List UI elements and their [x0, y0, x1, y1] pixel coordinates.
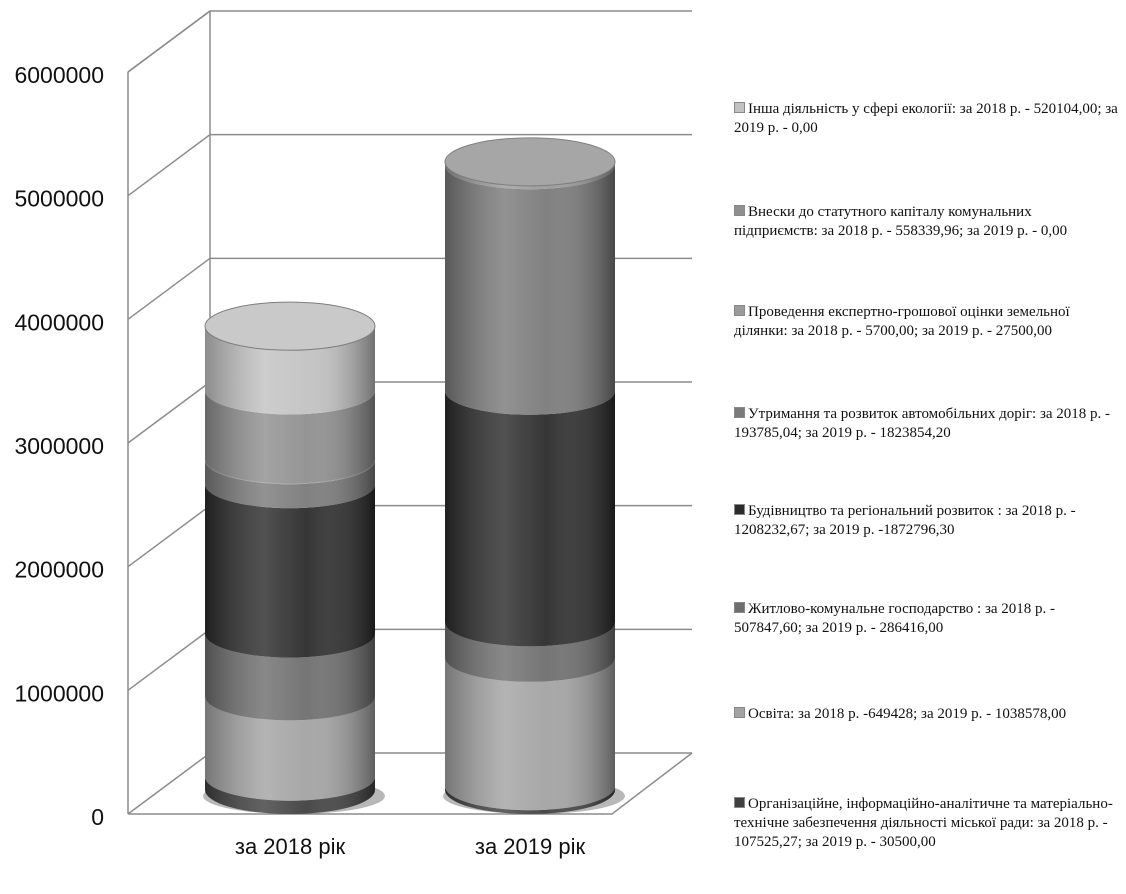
legend-item: Проведення експертно-грошової оцінки зем… — [734, 303, 1119, 341]
legend-marker — [734, 707, 745, 718]
y-tick-label: 6000000 — [14, 62, 104, 88]
legend-item: Житлово-комунальне господарство : за 201… — [734, 600, 1119, 638]
legend-marker — [734, 407, 745, 418]
bar-segment-shade — [445, 390, 615, 647]
bar-segment-shade — [205, 390, 375, 484]
legend-label: Житлово-комунальне господарство : за 201… — [734, 601, 1056, 636]
cylinder-top-highlight — [205, 302, 375, 351]
legend-item: Будівництво та регіональний розвиток : з… — [734, 502, 1119, 540]
bar-segment-shade — [445, 165, 615, 415]
legend-item: Організаційне, інформаційно-аналітичне т… — [734, 795, 1119, 852]
legend-item: Утримання та розвиток автомобільних дорі… — [734, 405, 1119, 443]
wall-edge — [127, 10, 211, 73]
legend-marker — [734, 797, 745, 808]
legend-item: Освіта: за 2018 р. -649428; за 2019 р. -… — [734, 705, 1119, 724]
y-axis-ticks: 0 1000000 2000000 3000000 4000000 5000000 6000… — [14, 62, 104, 830]
bar-segment-shade — [205, 460, 375, 509]
y-tick-label: 0 — [91, 804, 104, 830]
bar-segment-shade — [205, 696, 375, 801]
legend-label: Інша діяльність у сфері екології: за 201… — [734, 101, 1118, 136]
y-tick-label: 3000000 — [14, 433, 104, 459]
cylinder-1 — [203, 301, 385, 814]
bar-segment-shade — [205, 484, 375, 658]
bar-segment-shade — [205, 776, 375, 814]
y-tick-label: 1000000 — [14, 680, 104, 706]
gridline — [127, 10, 692, 73]
stacked-cylinders — [203, 137, 625, 814]
x-axis-labels: за 2018 рік за 2019 рік — [235, 834, 586, 859]
bar-segment-shade — [205, 326, 375, 415]
bar-segment-shade — [445, 657, 615, 811]
legend-label: Освіта: за 2018 р. -649428; за 2019 р. -… — [748, 706, 1067, 722]
bar-segment-shade — [205, 633, 375, 721]
legend-marker — [734, 305, 745, 316]
cylinder-top — [204, 301, 376, 351]
legend-label: Проведення експертно-грошової оцінки зем… — [734, 304, 1070, 339]
bar-segment-shade — [445, 622, 615, 682]
legend: Інша діяльність у сфері екології: за 201… — [734, 0, 1126, 889]
legend-item: Внески до статутного капіталу комунальни… — [734, 203, 1119, 241]
legend-marker — [734, 602, 745, 613]
cylinder-top — [444, 137, 616, 187]
legend-label: Будівництво та регіональний розвиток : з… — [734, 503, 1076, 538]
legend-item: Інша діяльність у сфері екології: за 201… — [734, 100, 1119, 138]
cylinder-2 — [443, 137, 625, 814]
floor-edge — [128, 752, 693, 815]
legend-label: Організаційне, інформаційно-аналітичне т… — [734, 796, 1113, 850]
legend-marker — [734, 102, 745, 113]
x-tick-label: за 2018 рік — [235, 834, 346, 859]
cylinder-top-highlight — [445, 137, 615, 186]
legend-label: Внески до статутного капіталу комунальни… — [734, 204, 1068, 239]
y-tick-label: 5000000 — [14, 186, 104, 212]
y-tick-label: 4000000 — [14, 309, 104, 335]
legend-marker — [734, 205, 745, 216]
x-tick-label: за 2019 рік — [475, 834, 586, 859]
legend-label: Утримання та розвиток автомобільних дорі… — [734, 406, 1111, 441]
y-tick-label: 2000000 — [14, 557, 104, 583]
legend-marker — [734, 504, 745, 515]
bar-segment-shade — [445, 786, 615, 814]
